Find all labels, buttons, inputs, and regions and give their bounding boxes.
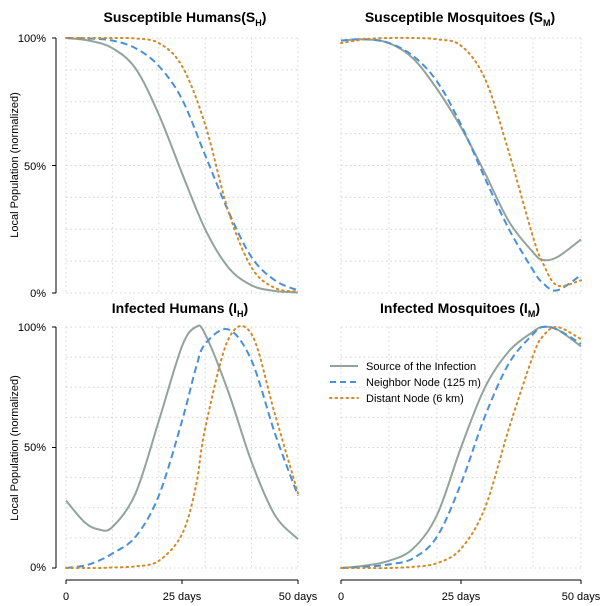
series-line-source [340, 38, 582, 262]
x-tick-label: 0 [63, 591, 69, 603]
series-line-distant [65, 325, 299, 570]
y-tick-label: 100% [18, 33, 46, 45]
legend: Source of the Infection Neighbor Node (1… [329, 361, 481, 405]
x-tick-label: 25 days [163, 591, 202, 603]
panel-title-susceptible-humans: Susceptible Humans(SH) [104, 9, 267, 28]
y-tick-label: 0% [30, 288, 46, 300]
series-line-distant [340, 325, 582, 570]
legend-label-source: Source of the Infection [366, 361, 476, 373]
grid-layer [65, 37, 582, 569]
series-line-source [65, 37, 299, 294]
y-tick-label: 50% [24, 161, 46, 173]
panel-title-infected-mosquitoes: Infected Mosquitoes (IM) [380, 300, 540, 319]
series-line-neighbor [340, 38, 582, 292]
y-tick-label: 100% [18, 322, 46, 334]
y-tick-label: 0% [30, 562, 46, 574]
x-tick-label: 0 [338, 591, 344, 603]
series-line-neighbor [65, 37, 299, 292]
line-layer [65, 36, 582, 570]
x-tick-label: 25 days [442, 591, 481, 603]
series-line-distant [340, 36, 582, 288]
x-tick-label: 50 days [562, 591, 601, 603]
legend-label-distant: Distant Node (6 km) [366, 393, 464, 405]
y-axis-label-bottom: Local Population (normalized) [9, 375, 21, 521]
panel-title-infected-humans: Infected Humans (IH) [112, 300, 248, 319]
series-line-neighbor [65, 327, 299, 569]
legend-label-neighbor: Neighbor Node (125 m) [366, 377, 481, 389]
y-tick-label: 50% [24, 442, 46, 454]
panel-title-susceptible-mosquitoes: Susceptible Mosquitoes (SM) [365, 9, 555, 28]
y-axis-label-top: Local Population (normalized) [9, 92, 21, 238]
series-line-source [65, 324, 299, 540]
series-line-distant [65, 36, 299, 293]
x-tick-label: 50 days [279, 591, 318, 603]
series-line-neighbor [340, 325, 582, 569]
